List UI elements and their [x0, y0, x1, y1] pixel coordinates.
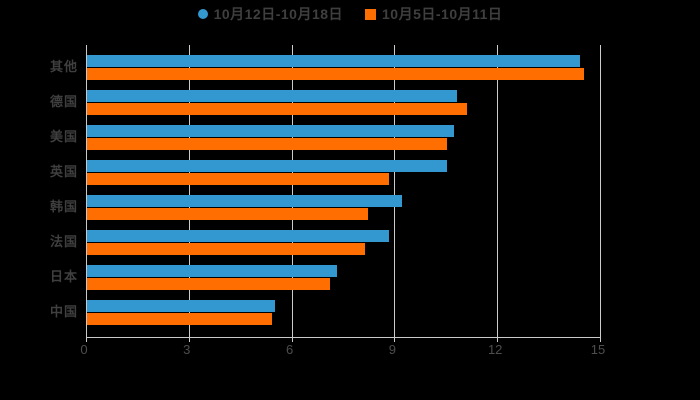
- legend-circle-marker-icon: [197, 9, 208, 19]
- x-axis-tick-label: 3: [183, 342, 191, 357]
- gridline: [291, 45, 293, 337]
- legend-square-marker-icon: [365, 8, 377, 20]
- y-axis-category-label: 法国: [49, 234, 78, 249]
- y-axis-category-label: 德国: [49, 94, 78, 109]
- legend-item-current-week[interactable]: 10月12日-10月18日: [197, 4, 344, 24]
- y-axis-category-label: 韩国: [49, 199, 78, 214]
- bar-series0-美国: [87, 125, 454, 137]
- x-axis-tick-label: 6: [285, 342, 294, 357]
- x-axis-tick-label: 9: [388, 342, 396, 357]
- bar-series0-日本: [87, 265, 338, 277]
- y-axis-category-label: 美国: [49, 129, 78, 144]
- bar-series0-韩国: [87, 195, 403, 207]
- bar-series1-其他: [87, 68, 584, 80]
- y-axis-category-label: 日本: [49, 269, 78, 284]
- x-axis-tick: [497, 337, 499, 342]
- bar-series0-法国: [87, 230, 389, 242]
- gridline: [600, 45, 601, 337]
- x-axis-tick-label: 12: [487, 342, 503, 357]
- x-axis-line: [86, 337, 601, 338]
- bar-series1-韩国: [87, 208, 368, 220]
- x-axis-tick-label: 15: [590, 342, 606, 357]
- gridline: [394, 45, 396, 337]
- bar-series1-日本: [87, 278, 331, 290]
- y-axis-category-label: 英国: [49, 164, 78, 179]
- bar-series0-中国: [87, 300, 276, 312]
- x-axis-tick: [188, 337, 190, 342]
- bar-series0-英国: [87, 160, 447, 172]
- gridline: [497, 45, 499, 337]
- legend: 10月12日-10月18日 10月5日-10月11日: [0, 5, 700, 23]
- legend-item-previous-week[interactable]: 10月5日-10月11日: [365, 4, 502, 24]
- gridline: [188, 45, 190, 337]
- bar-series0-德国: [87, 90, 458, 102]
- x-axis-tick-label: 0: [80, 342, 88, 357]
- y-axis-category-label: 中国: [49, 304, 78, 319]
- bar-series1-美国: [87, 138, 447, 150]
- bar-series1-英国: [87, 173, 389, 185]
- legend-label-previous-week: 10月5日-10月11日: [382, 6, 503, 22]
- x-axis-tick: [600, 337, 601, 342]
- bar-series0-其他: [87, 55, 581, 67]
- x-axis-tick: [394, 337, 396, 342]
- bar-series1-法国: [87, 243, 365, 255]
- bar-series1-德国: [87, 103, 468, 115]
- y-axis-line: [86, 45, 87, 337]
- x-axis-tick: [86, 337, 87, 342]
- y-axis-category-label: 其他: [49, 59, 78, 74]
- legend-label-current-week: 10月12日-10月18日: [213, 6, 344, 22]
- bar-series1-中国: [87, 313, 273, 325]
- x-axis-tick: [291, 337, 293, 342]
